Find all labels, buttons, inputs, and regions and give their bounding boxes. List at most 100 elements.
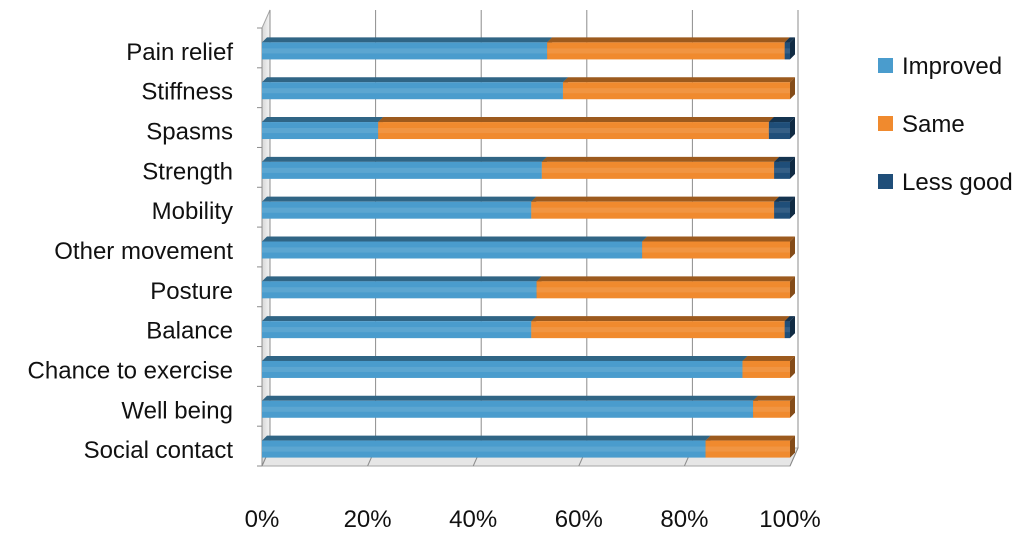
bar-side-face	[790, 117, 795, 140]
bar-same-chance-to-exercise[interactable]	[742, 355, 795, 378]
bar-highlight	[784, 327, 790, 333]
bar-highlight	[262, 247, 643, 253]
bar-highlight	[262, 327, 532, 333]
bar-top-face	[774, 156, 795, 162]
bar-same-strength[interactable]	[541, 156, 780, 179]
bar-highlight	[262, 207, 532, 213]
bar-same-balance[interactable]	[531, 316, 790, 339]
category-label-stiffness: Stiffness	[141, 79, 233, 106]
bar-top-face	[784, 316, 795, 322]
x-tick-label: 60%	[555, 506, 603, 533]
bar-top-face	[562, 77, 795, 83]
bar-less-good-strength[interactable]	[774, 156, 795, 179]
bar-highlight	[378, 127, 769, 134]
bar-top-face	[262, 355, 748, 361]
bar-same-social-contact[interactable]	[705, 435, 795, 458]
bar-less-good-pain-relief[interactable]	[784, 37, 795, 60]
bar-highlight	[705, 446, 790, 452]
bar-highlight	[753, 406, 790, 412]
bar-less-good-mobility[interactable]	[774, 196, 795, 219]
legend-item-less-good[interactable]: Less good	[878, 169, 1013, 196]
bar-top-face	[784, 37, 795, 43]
gridline-floor	[789, 447, 799, 467]
bar-improved-strength[interactable]	[262, 156, 547, 179]
bar-same-mobility[interactable]	[531, 196, 780, 219]
bar-highlight	[262, 366, 743, 373]
bar-highlight	[642, 247, 790, 253]
category-label-chance-to-exercise: Chance to exercise	[28, 357, 233, 384]
bar-improved-well-being[interactable]	[262, 395, 759, 418]
bar-same-spasms[interactable]	[378, 117, 774, 140]
bar-top-face	[262, 77, 568, 83]
bar-improved-balance[interactable]	[262, 316, 537, 339]
bar-less-good-spasms[interactable]	[768, 117, 795, 140]
bar-side-face	[790, 316, 795, 339]
bar-same-well-being[interactable]	[753, 395, 795, 418]
bar-top-face	[753, 395, 795, 401]
bar-top-face	[262, 156, 547, 162]
bar-highlight	[262, 287, 537, 293]
bar-improved-mobility[interactable]	[262, 196, 537, 219]
bar-highlight	[774, 167, 790, 173]
legend-swatch	[878, 116, 893, 131]
legend-item-same[interactable]: Same	[878, 111, 965, 138]
category-label-social-contact: Social contact	[84, 437, 234, 464]
category-label-balance: Balance	[146, 318, 233, 345]
bar-top-face	[742, 355, 795, 361]
bar-top-face	[531, 196, 780, 202]
bar-side-face	[790, 435, 795, 458]
bar-side-face	[790, 236, 795, 259]
bar-improved-spasms[interactable]	[262, 117, 384, 140]
bar-highlight	[784, 48, 790, 54]
bar-same-stiffness[interactable]	[562, 77, 795, 100]
bar-top-face	[262, 37, 553, 43]
bar-top-face	[768, 117, 795, 123]
bar-top-face	[642, 236, 795, 242]
bar-less-good-balance[interactable]	[784, 316, 795, 339]
bar-improved-stiffness[interactable]	[262, 77, 568, 100]
bar-side-face	[790, 276, 795, 299]
bar-highlight	[262, 127, 379, 134]
bar-side-face	[790, 156, 795, 179]
bar-highlight	[562, 88, 790, 94]
legend-label: Less good	[902, 169, 1013, 196]
legend-item-improved[interactable]: Improved	[878, 53, 1002, 80]
bar-top-face	[262, 316, 537, 322]
category-label-posture: Posture	[150, 278, 233, 305]
bar-top-face	[378, 117, 774, 123]
bar-top-face	[547, 37, 790, 43]
bar-highlight	[262, 406, 754, 412]
category-label-well-being: Well being	[121, 397, 233, 424]
bar-side-face	[790, 395, 795, 418]
x-tick-label: 0%	[245, 506, 280, 533]
bar-highlight	[536, 287, 790, 293]
bar-same-other-movement[interactable]	[642, 236, 795, 259]
bar-same-posture[interactable]	[536, 276, 795, 299]
bar-top-face	[262, 236, 648, 242]
x-tick-label: 80%	[660, 506, 708, 533]
legend-label: Same	[902, 111, 965, 138]
bar-top-face	[541, 156, 780, 162]
bar-highlight	[262, 48, 548, 54]
bar-highlight	[768, 127, 790, 134]
category-label-pain-relief: Pain relief	[126, 39, 233, 66]
category-label-strength: Strength	[142, 158, 233, 185]
bar-improved-other-movement[interactable]	[262, 236, 648, 259]
bar-same-pain-relief[interactable]	[547, 37, 790, 60]
legend-swatch	[878, 58, 893, 73]
bar-top-face	[774, 196, 795, 202]
bar-improved-chance-to-exercise[interactable]	[262, 355, 748, 378]
bar-improved-posture[interactable]	[262, 276, 542, 299]
bar-highlight	[262, 446, 706, 452]
category-label-mobility: Mobility	[152, 198, 233, 225]
bar-side-face	[790, 196, 795, 219]
bar-highlight	[742, 366, 790, 373]
bar-top-face	[262, 117, 384, 123]
bar-top-face	[262, 276, 542, 282]
bar-highlight	[262, 167, 542, 173]
bar-side-face	[790, 355, 795, 378]
bar-improved-pain-relief[interactable]	[262, 37, 553, 60]
bar-improved-social-contact[interactable]	[262, 435, 711, 458]
bar-top-face	[262, 395, 759, 401]
